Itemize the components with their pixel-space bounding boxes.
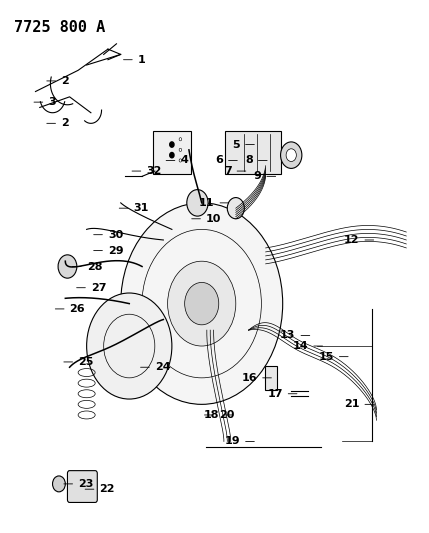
Text: 8: 8 — [245, 156, 267, 165]
Text: 15: 15 — [318, 352, 348, 361]
Text: 13: 13 — [280, 330, 310, 341]
Circle shape — [121, 203, 283, 405]
FancyBboxPatch shape — [225, 131, 281, 174]
Text: 4: 4 — [166, 156, 188, 165]
Text: 16: 16 — [242, 373, 272, 383]
Circle shape — [170, 142, 174, 147]
Circle shape — [170, 152, 174, 158]
Text: 7725 800 A: 7725 800 A — [14, 20, 106, 35]
Text: 23: 23 — [64, 479, 94, 489]
Text: 22: 22 — [85, 484, 115, 494]
Circle shape — [184, 282, 219, 325]
Circle shape — [58, 255, 77, 278]
Circle shape — [87, 293, 172, 399]
Circle shape — [179, 159, 181, 162]
Circle shape — [286, 149, 296, 161]
Text: 28: 28 — [73, 262, 102, 271]
Circle shape — [179, 148, 181, 151]
Circle shape — [281, 142, 302, 168]
Text: 26: 26 — [55, 304, 85, 314]
Text: 24: 24 — [141, 362, 170, 372]
Text: 11: 11 — [199, 198, 229, 208]
Text: 29: 29 — [94, 246, 124, 256]
Text: 9: 9 — [254, 172, 276, 181]
Text: 21: 21 — [344, 399, 374, 409]
Text: 18: 18 — [203, 410, 233, 420]
Circle shape — [187, 190, 208, 216]
Circle shape — [52, 476, 65, 492]
Circle shape — [179, 138, 181, 141]
Circle shape — [227, 198, 245, 219]
Text: 3: 3 — [34, 97, 56, 107]
Text: 12: 12 — [344, 235, 374, 245]
Text: 31: 31 — [119, 203, 149, 213]
Text: 1: 1 — [124, 55, 145, 64]
Text: 2: 2 — [47, 118, 69, 128]
Text: 10: 10 — [192, 214, 221, 224]
Text: 17: 17 — [267, 389, 297, 399]
Text: 32: 32 — [132, 166, 162, 176]
FancyBboxPatch shape — [67, 471, 97, 503]
Text: 27: 27 — [77, 282, 106, 293]
Text: 6: 6 — [215, 156, 237, 165]
Text: 25: 25 — [64, 357, 94, 367]
Circle shape — [168, 261, 236, 346]
FancyBboxPatch shape — [153, 131, 191, 174]
Text: 19: 19 — [224, 437, 254, 447]
Text: 14: 14 — [293, 341, 323, 351]
FancyBboxPatch shape — [265, 366, 277, 390]
Text: 30: 30 — [94, 230, 123, 240]
Text: 7: 7 — [224, 166, 246, 176]
Text: 20: 20 — [205, 410, 234, 420]
Text: 2: 2 — [47, 76, 69, 86]
Text: 5: 5 — [233, 140, 254, 150]
